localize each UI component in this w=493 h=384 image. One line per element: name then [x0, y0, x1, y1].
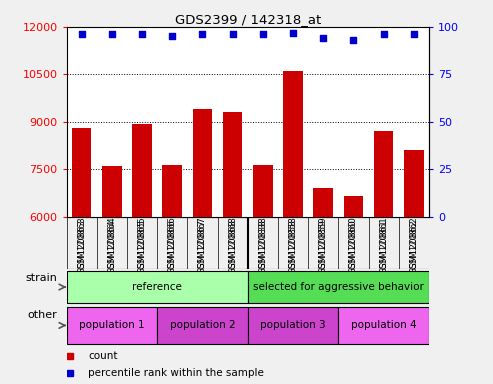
Bar	[283, 71, 303, 217]
Bar	[314, 189, 333, 217]
Point	[380, 31, 387, 38]
Bar	[374, 131, 393, 217]
Text: GSM120863: GSM120863	[77, 220, 86, 275]
Bar	[248, 307, 338, 344]
Point	[350, 37, 357, 43]
Text: GSM120838: GSM120838	[258, 217, 267, 269]
Text: percentile rank within the sample: percentile rank within the sample	[88, 368, 264, 378]
Text: GSM120858: GSM120858	[288, 217, 298, 269]
Text: GSM120838: GSM120838	[258, 220, 267, 275]
Bar	[344, 196, 363, 217]
Bar	[102, 166, 122, 217]
Text: population 4: population 4	[351, 320, 417, 331]
Bar	[338, 307, 429, 344]
Bar	[404, 151, 423, 217]
Text: reference: reference	[132, 282, 182, 292]
Bar	[253, 165, 273, 217]
Text: GSM120861: GSM120861	[379, 217, 388, 269]
Text: GSM120863: GSM120863	[77, 217, 86, 269]
Text: GSM120860: GSM120860	[349, 217, 358, 269]
Bar	[162, 165, 182, 217]
Text: GSM120866: GSM120866	[168, 217, 177, 269]
Text: GSM120866: GSM120866	[168, 220, 177, 275]
Bar	[67, 271, 248, 303]
Bar	[132, 124, 152, 217]
Text: GSM120867: GSM120867	[198, 217, 207, 269]
Text: GSM120861: GSM120861	[379, 220, 388, 275]
Text: strain: strain	[26, 273, 58, 283]
Title: GDS2399 / 142318_at: GDS2399 / 142318_at	[175, 13, 321, 26]
Point	[168, 33, 176, 40]
Text: GSM120862: GSM120862	[409, 217, 419, 269]
Point	[78, 31, 86, 38]
Text: other: other	[28, 310, 58, 320]
Text: GSM120868: GSM120868	[228, 220, 237, 275]
Bar	[223, 113, 243, 217]
Text: population 3: population 3	[260, 320, 326, 331]
Text: population 2: population 2	[170, 320, 235, 331]
Point	[410, 31, 418, 38]
Bar	[193, 109, 212, 217]
Bar	[248, 271, 429, 303]
Bar	[67, 307, 157, 344]
Text: GSM120865: GSM120865	[138, 217, 146, 269]
Text: GSM120859: GSM120859	[318, 220, 328, 275]
Point	[138, 31, 146, 38]
Text: population 1: population 1	[79, 320, 144, 331]
Text: GSM120858: GSM120858	[288, 220, 298, 275]
Point	[319, 35, 327, 41]
Text: selected for aggressive behavior: selected for aggressive behavior	[253, 282, 424, 292]
Bar	[72, 128, 92, 217]
Point	[108, 31, 116, 38]
Point	[289, 30, 297, 36]
Point	[259, 31, 267, 38]
Text: GSM120859: GSM120859	[318, 217, 328, 269]
Text: GSM120864: GSM120864	[107, 217, 116, 269]
Point	[229, 31, 237, 38]
Bar	[157, 307, 248, 344]
Text: GSM120867: GSM120867	[198, 220, 207, 275]
Text: GSM120860: GSM120860	[349, 220, 358, 275]
Text: GSM120865: GSM120865	[138, 220, 146, 275]
Text: GSM120862: GSM120862	[409, 220, 419, 274]
Text: GSM120864: GSM120864	[107, 220, 116, 274]
Text: count: count	[88, 351, 118, 361]
Point	[199, 31, 207, 38]
Text: GSM120868: GSM120868	[228, 217, 237, 269]
